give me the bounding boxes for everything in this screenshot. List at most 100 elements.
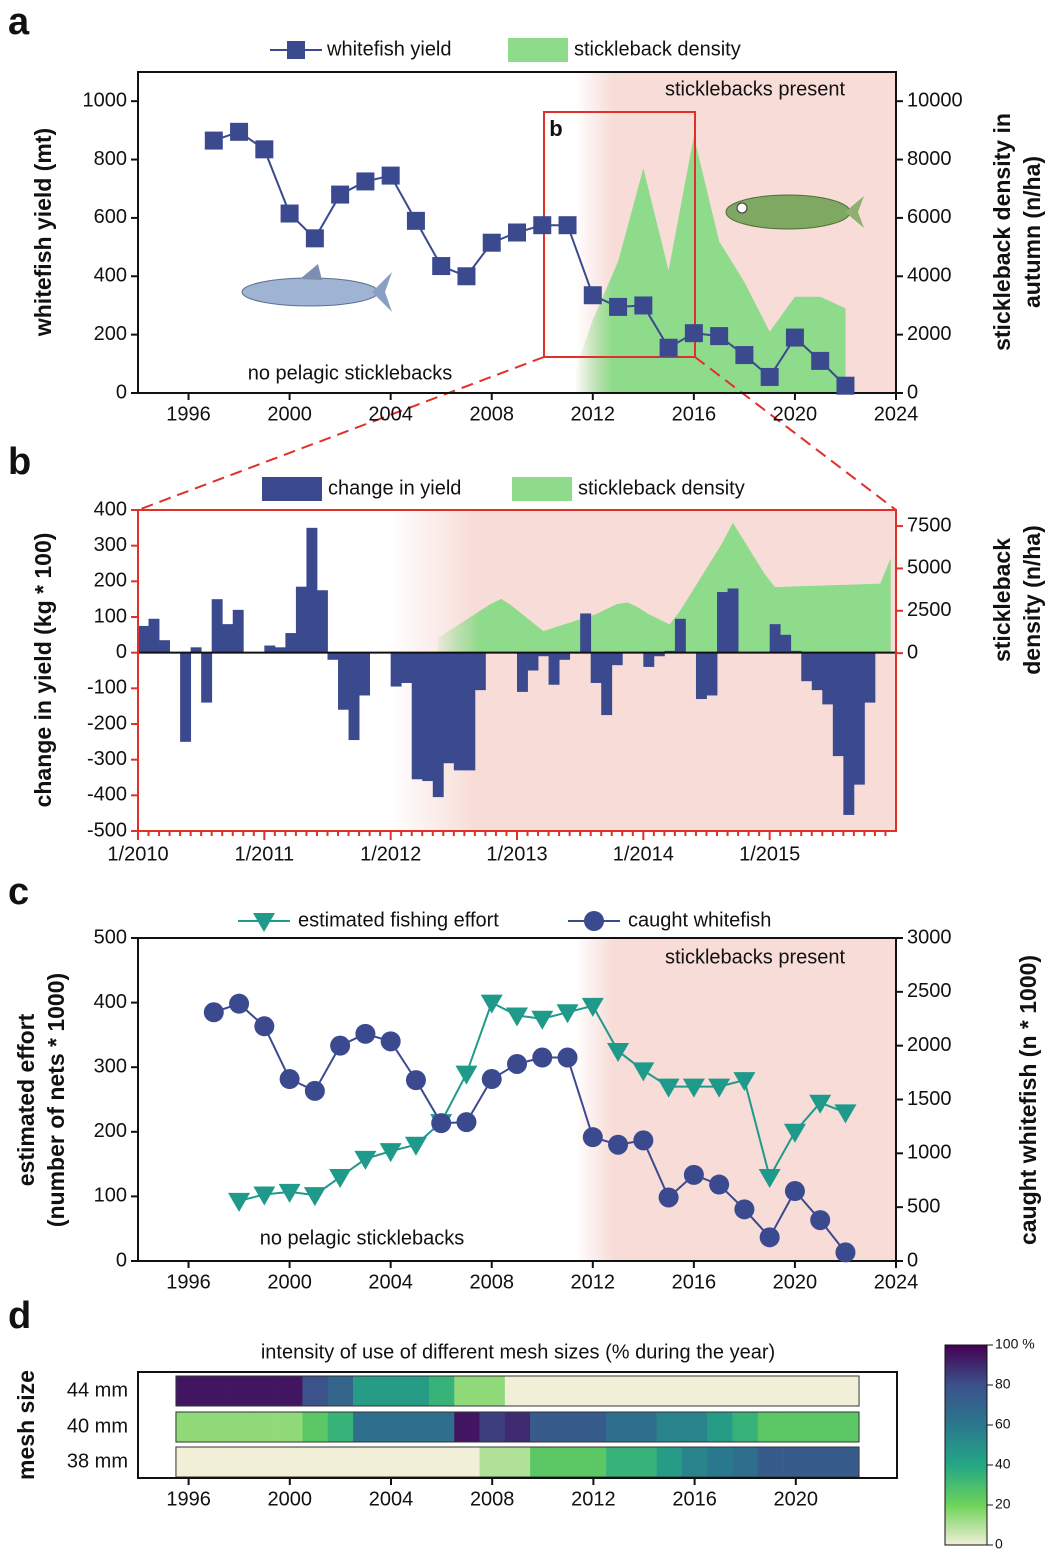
x-tick-label: 2004 — [368, 1271, 413, 1293]
bar — [422, 652, 434, 782]
heat-cell — [353, 1447, 379, 1477]
colorbar-segment — [945, 1527, 987, 1530]
colorbar-segment — [945, 1441, 987, 1444]
heat-cell — [555, 1412, 582, 1442]
colorbar-segment — [945, 1481, 987, 1484]
y-tick-label: -100 — [87, 677, 127, 699]
colorbar-segment — [945, 1485, 987, 1488]
heat-cell — [403, 1376, 430, 1406]
x-tick-label: 2000 — [268, 1488, 313, 1510]
colorbar-segment — [945, 1443, 987, 1446]
marker — [608, 1134, 629, 1155]
marker — [279, 1069, 300, 1090]
heat-cell — [530, 1376, 556, 1406]
x-tick-label: 2000 — [267, 403, 312, 425]
heat-cell — [175, 1412, 202, 1442]
bar — [611, 652, 623, 666]
marker — [683, 1164, 704, 1185]
y-axis-label: whitefish yield (mt) — [30, 128, 56, 337]
heat-cell — [833, 1447, 860, 1477]
heat-cell — [504, 1447, 531, 1477]
colorbar-segment — [945, 1409, 987, 1412]
colorbar-segment — [945, 1427, 987, 1430]
colorbar-segment — [945, 1489, 987, 1492]
colorbar-segment — [945, 1429, 987, 1432]
x-tick-label: 2008 — [469, 403, 514, 425]
colorbar-segment — [945, 1405, 987, 1408]
heat-cell — [428, 1412, 455, 1442]
x-tick-label: 1/2015 — [739, 843, 800, 865]
whitefish-illustration — [241, 264, 392, 312]
bar — [190, 647, 202, 653]
bar — [211, 599, 223, 653]
colorbar-segment — [945, 1413, 987, 1416]
annotation: sticklebacks present — [665, 946, 846, 968]
bar — [264, 645, 276, 653]
marker — [406, 211, 425, 230]
marker — [759, 1227, 780, 1248]
marker — [304, 1080, 325, 1101]
y2-tick-label: 3000 — [907, 926, 952, 948]
bar — [159, 640, 170, 653]
marker — [480, 994, 503, 1014]
colorbar-segment — [945, 1477, 987, 1480]
marker — [584, 911, 604, 931]
bar — [674, 618, 686, 653]
x-tick-label: 1996 — [166, 403, 211, 425]
heat-cell — [251, 1376, 278, 1406]
marker — [379, 1143, 402, 1163]
x-tick-label: 2008 — [470, 1488, 515, 1510]
heat-cell — [378, 1376, 404, 1406]
colorbar-segment — [945, 1371, 987, 1374]
y2-tick-label: 500 — [907, 1195, 940, 1217]
marker — [203, 1002, 224, 1023]
colorbar-segment — [945, 1459, 987, 1462]
colorbar-segment — [945, 1415, 987, 1418]
bar — [327, 652, 339, 660]
marker — [533, 216, 552, 235]
bar — [411, 652, 423, 780]
colorbar-tick-label: 100 % — [995, 1336, 1035, 1352]
colorbar-segment — [945, 1355, 987, 1358]
area-layer — [438, 136, 891, 654]
heat-cell — [201, 1376, 227, 1406]
heat-cell — [479, 1447, 506, 1477]
bar — [274, 647, 286, 653]
y2-tick-label: 2000 — [907, 1034, 952, 1056]
heat-cell — [251, 1447, 278, 1477]
colorbar-segment — [945, 1385, 987, 1388]
marker — [356, 172, 375, 191]
x-tick-label: 1/2014 — [613, 843, 674, 865]
legend-swatch — [508, 38, 568, 62]
density-area — [438, 522, 891, 654]
heat-cell — [251, 1412, 278, 1442]
colorbar-segment — [945, 1533, 987, 1536]
colorbar-segment — [945, 1401, 987, 1404]
panel-label: a — [8, 1, 30, 43]
panel-label: c — [8, 871, 29, 913]
bar — [832, 652, 844, 757]
bar — [348, 652, 360, 741]
x-tick-label: 2004 — [369, 1488, 414, 1510]
marker — [481, 1069, 502, 1090]
bar — [653, 652, 665, 657]
row-label: 40 mm — [67, 1415, 128, 1437]
colorbar-segment — [945, 1419, 987, 1422]
marker — [682, 1078, 705, 1098]
legend-swatch — [262, 477, 322, 501]
row-outline — [175, 1375, 860, 1407]
bar — [559, 652, 571, 660]
colorbar-segment — [945, 1439, 987, 1442]
bar — [401, 652, 413, 683]
colorbar-segment — [945, 1515, 987, 1518]
x-tick-label: 2004 — [368, 403, 413, 425]
y-tick-label: 200 — [94, 323, 127, 345]
colorbar-segment — [945, 1361, 987, 1364]
row-label: 44 mm — [67, 1379, 128, 1401]
heat-cell — [226, 1376, 253, 1406]
bar — [148, 618, 160, 653]
heat-cell — [504, 1412, 531, 1442]
colorbar-segment — [945, 1499, 987, 1502]
y-tick-label: 0 — [116, 381, 127, 403]
heat-cell — [656, 1412, 683, 1442]
